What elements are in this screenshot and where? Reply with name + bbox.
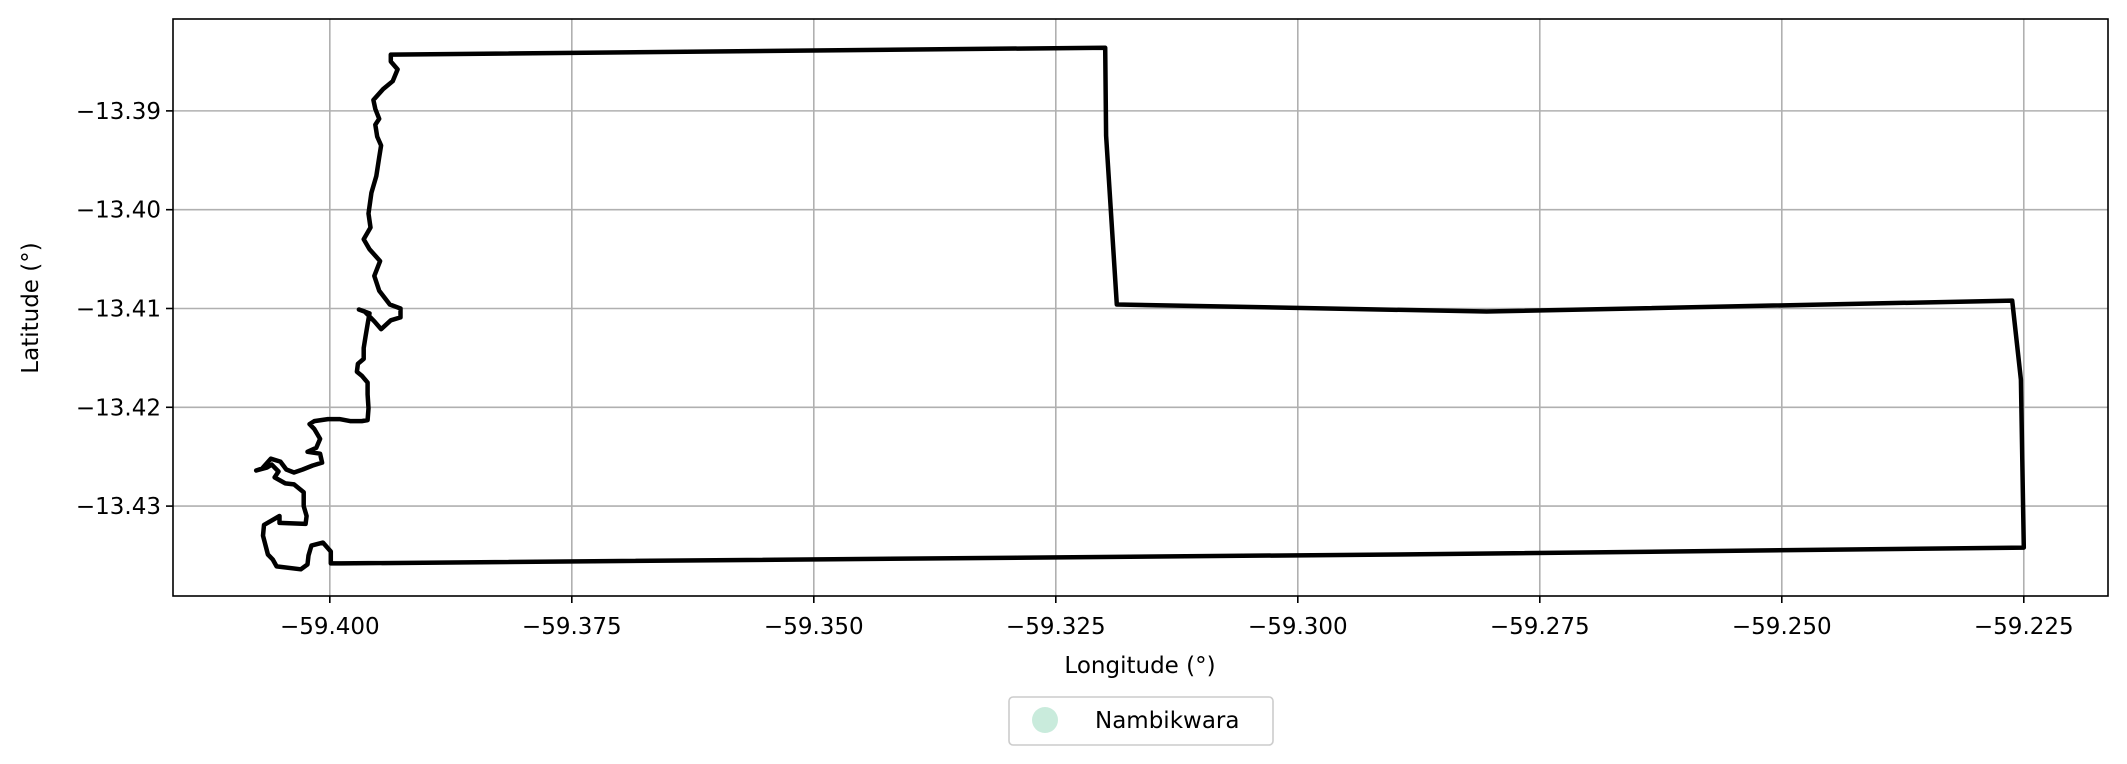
x-axis-ticks (329, 596, 2025, 603)
legend: Nambikwara (1008, 696, 1274, 746)
x-tick-label: −59.400 (280, 614, 380, 640)
y-tick-label: −13.42 (76, 395, 161, 421)
y-tick-label: −13.39 (76, 99, 161, 125)
y-tick-label: −13.40 (76, 198, 161, 224)
legend-marker-nambikwara (1032, 707, 1058, 733)
y-tick-label: −13.43 (76, 494, 161, 520)
y-tick-label: −13.41 (76, 296, 161, 322)
x-axis-tick-labels: −59.400 −59.375 −59.350 −59.325 −59.300 −59.2… (280, 614, 2074, 640)
x-tick-label: −59.225 (1974, 614, 2074, 640)
x-axis-label: Longitude (°) (1064, 653, 1215, 679)
x-tick-label: −59.325 (1006, 614, 1106, 640)
x-tick-label: −59.275 (1490, 614, 1590, 640)
x-tick-label: −59.350 (764, 614, 864, 640)
y-axis-label: Latitude (°) (18, 242, 44, 373)
legend-frame (1008, 696, 1274, 746)
x-tick-label: −59.300 (1248, 614, 1348, 640)
grid-y (173, 110, 2108, 507)
legend-label-nambikwara: Nambikwara (1095, 708, 1239, 734)
y-axis-tick-labels: −13.39 −13.40 −13.41 −13.42 −13.43 (76, 99, 161, 520)
plot-frame (172, 18, 2109, 597)
x-tick-label: −59.250 (1732, 614, 1832, 640)
territory-boundary (253, 45, 2027, 572)
x-tick-label: −59.375 (522, 614, 622, 640)
y-axis-ticks (166, 110, 173, 507)
